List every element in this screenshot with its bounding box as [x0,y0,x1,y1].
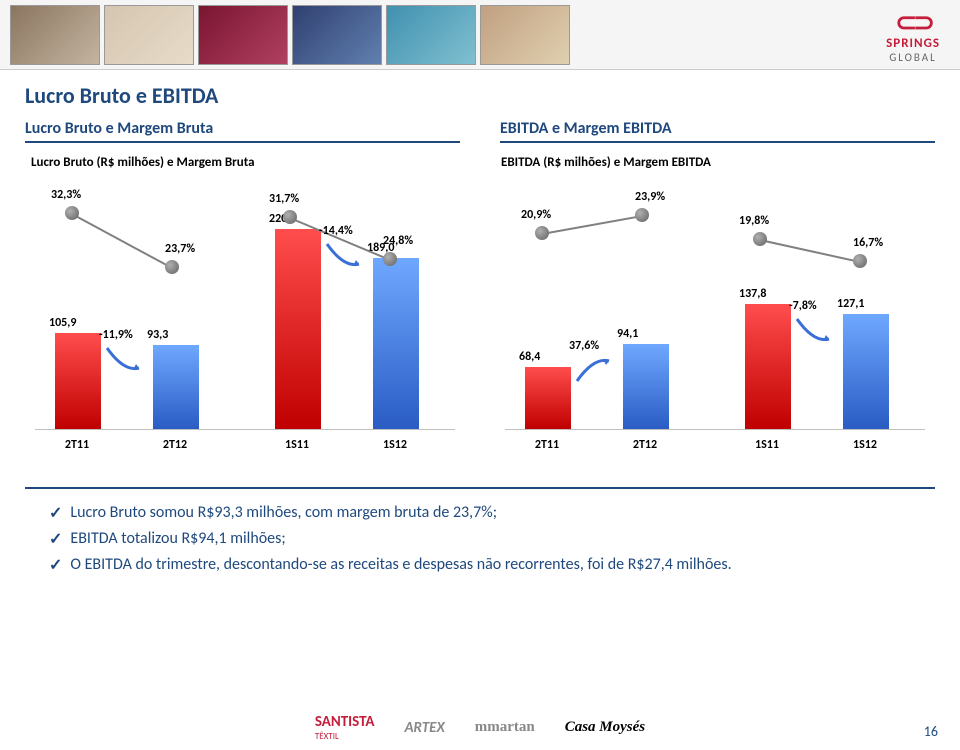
chart-lucro-bruto: Lucro Bruto (R$ milhões) e Margem Bruta … [25,149,465,479]
change-arrow-icon [103,344,145,374]
margin-line [760,239,860,263]
margin-label: 32,3% [51,188,81,202]
footer-logo-sub: TÊXTIL [315,731,375,742]
change-label: -7,8% [789,299,817,313]
margin-point [753,232,767,246]
x-category: 1S11 [737,438,797,452]
header-photos [10,5,570,65]
margin-label: 23,9% [635,190,665,204]
subtitle-left: Lucro Bruto e Margem Bruta [25,119,460,143]
chart-area-left: 105,92T1193,32T12220,71S11189,01S1232,3%… [25,174,465,454]
chart-area-right: 68,42T1194,12T12137,81S11127,11S1220,9%2… [495,174,935,454]
footer-logo-mmartan: mmartan [475,719,535,736]
bar-value-label: 127,1 [837,297,897,311]
header-band: ⊂⊃ SPRINGS GLOBAL [0,0,960,70]
margin-label: 20,9% [521,208,551,222]
x-category: 1S12 [365,438,425,452]
change-arrow-icon [573,355,615,385]
bar [275,229,321,429]
x-category: 1S11 [267,438,327,452]
subtitle-row: Lucro Bruto e Margem Bruta EBITDA e Marg… [25,119,935,143]
logo-line2: GLOBAL [886,51,940,64]
bullet-item: ✓ O EBITDA do trimestre, descontando-se a… [49,555,925,575]
company-logo: ⊂⊃ SPRINGS GLOBAL [886,6,940,64]
change-label: 37,6% [569,339,599,353]
bullet-item: ✓ EBITDA totalizou R$94,1 milhões; [49,529,925,549]
subtitle-right: EBITDA e Margem EBITDA [500,119,935,143]
footer-logos: SANTISTA TÊXTIL ARTEX mmartan Casa Moysé… [0,713,960,742]
bar [843,314,889,429]
header-photo [480,5,570,65]
chart-title-left: Lucro Bruto (R$ milhões) e Margem Bruta [31,155,465,170]
check-icon: ✓ [49,555,62,575]
bar-value-label: 94,1 [617,327,677,341]
check-icon: ✓ [49,503,62,523]
page-title: Lucro Bruto e EBITDA [25,82,935,109]
footer-logo-casamoyses: Casa Moysés [565,719,645,736]
header-photo [386,5,476,65]
charts-row: Lucro Bruto (R$ milhões) e Margem Bruta … [25,149,935,489]
x-category: 2T11 [517,438,577,452]
change-arrow-icon [323,240,365,270]
header-photo [104,5,194,65]
margin-point [853,254,867,268]
bullet-text: Lucro Bruto somou R$93,3 milhões, com ma… [70,503,497,522]
margin-point [635,208,649,222]
footer-logo-artex: ARTEX [404,719,444,737]
bar [525,367,571,429]
bullet-text: O EBITDA do trimestre, descontando-se as… [70,555,731,574]
check-icon: ✓ [49,529,62,549]
header-photo [292,5,382,65]
margin-point [535,226,549,240]
footer-logo-santista: SANTISTA TÊXTIL [315,713,375,742]
x-category: 1S12 [835,438,895,452]
margin-label: 19,8% [739,214,769,228]
header-photo [198,5,288,65]
bar-value-label: 93,3 [147,328,207,342]
header-photo [10,5,100,65]
change-label: -14,4% [319,224,353,238]
bar [623,344,669,429]
bullet-list: ✓ Lucro Bruto somou R$93,3 milhões, com m… [25,503,935,575]
change-label: -11,9% [99,328,133,342]
x-category: 2T11 [47,438,107,452]
main-content: Lucro Bruto e EBITDA Lucro Bruto e Marge… [0,70,960,575]
x-category: 2T12 [145,438,205,452]
margin-point [383,252,397,266]
bullet-text: EBITDA totalizou R$94,1 milhões; [70,529,285,548]
bar [745,304,791,429]
chart-ebitda: EBITDA (R$ milhões) e Margem EBITDA 68,4… [495,149,935,479]
logo-line1: SPRINGS [886,36,940,51]
page-number: 16 [924,723,938,740]
footer-logo-text: SANTISTA [315,713,375,731]
baseline [505,429,925,430]
margin-line [72,213,173,269]
baseline [35,429,455,430]
bar [153,345,199,429]
change-arrow-icon [793,315,835,345]
margin-label: 24,8% [383,234,413,248]
margin-label: 16,7% [853,236,883,250]
bar [373,258,419,429]
margin-label: 23,7% [165,242,195,256]
logo-icon: ⊂⊃ [886,6,940,38]
margin-point [283,210,297,224]
bar [55,333,101,429]
margin-line [542,215,642,235]
margin-point [165,260,179,274]
margin-label: 31,7% [269,192,299,206]
bullet-item: ✓ Lucro Bruto somou R$93,3 milhões, com m… [49,503,925,523]
x-category: 2T12 [615,438,675,452]
chart-title-right: EBITDA (R$ milhões) e Margem EBITDA [501,155,935,170]
margin-point [65,206,79,220]
